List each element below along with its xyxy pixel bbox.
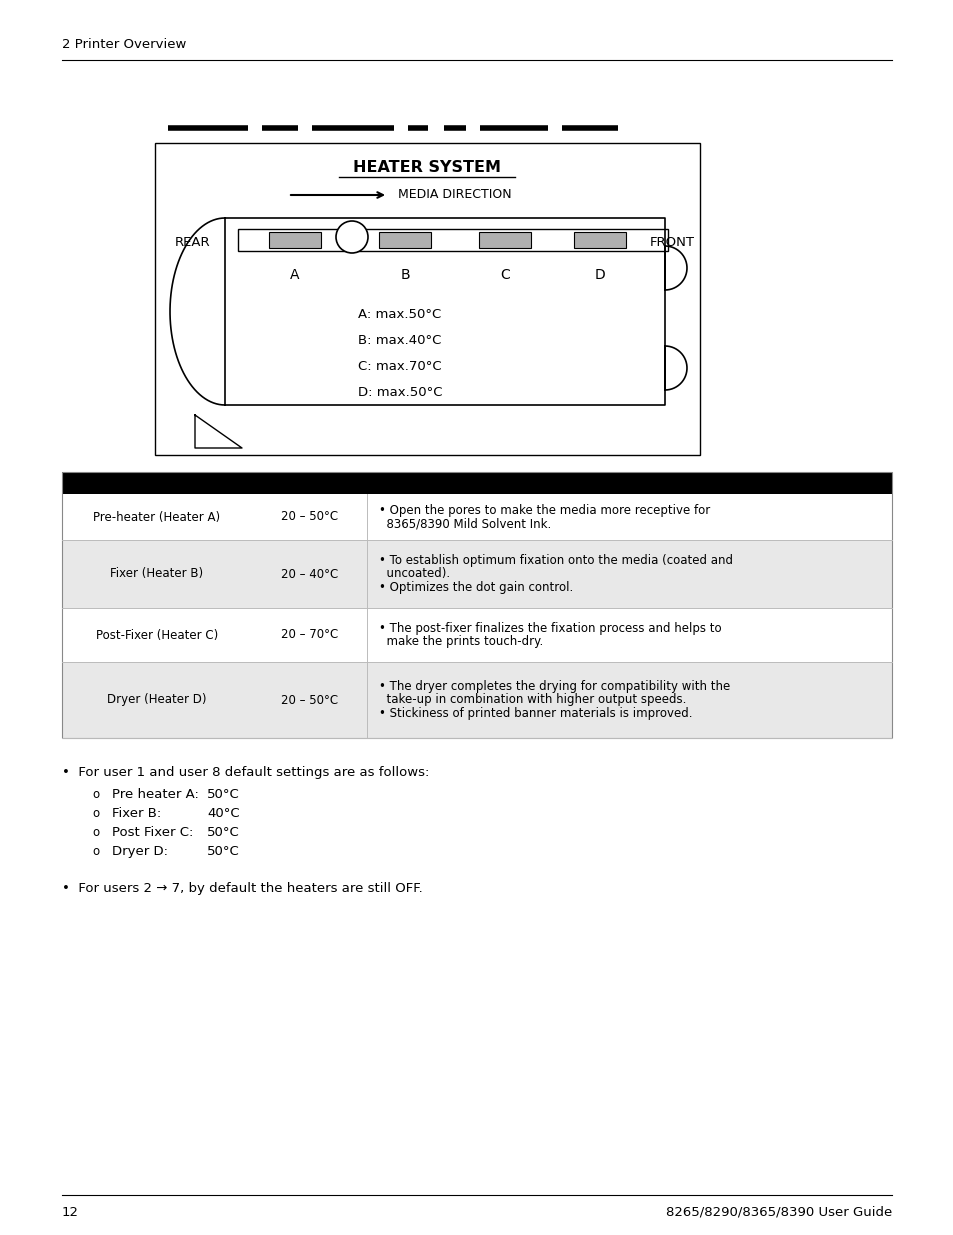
Text: 12: 12 <box>62 1205 79 1219</box>
Text: 50°C: 50°C <box>207 826 239 839</box>
Bar <box>62 540 891 608</box>
Text: uncoated).: uncoated). <box>378 568 450 580</box>
Text: 20 – 50°C: 20 – 50°C <box>280 510 337 524</box>
Text: o: o <box>91 826 99 839</box>
Text: Dryer (Heater D): Dryer (Heater D) <box>107 694 207 706</box>
Text: • Open the pores to make the media more receptive for: • Open the pores to make the media more … <box>378 504 709 516</box>
Bar <box>62 608 891 662</box>
Text: Pre-heater (Heater A): Pre-heater (Heater A) <box>93 510 220 524</box>
Text: Dryer D:: Dryer D: <box>112 845 168 858</box>
Text: o: o <box>91 845 99 858</box>
Text: o: o <box>91 806 99 820</box>
Text: • The dryer completes the drying for compatibility with the: • The dryer completes the drying for com… <box>378 680 729 693</box>
Bar <box>478 232 531 248</box>
Text: take-up in combination with higher output speeds.: take-up in combination with higher outpu… <box>378 694 685 706</box>
Text: 50°C: 50°C <box>207 845 239 858</box>
Text: FRONT: FRONT <box>649 236 695 248</box>
Text: D: D <box>594 268 605 282</box>
Circle shape <box>335 221 368 253</box>
Bar <box>378 232 431 248</box>
Text: 20 – 70°C: 20 – 70°C <box>280 629 337 641</box>
Text: •  For user 1 and user 8 default settings are as follows:: • For user 1 and user 8 default settings… <box>62 766 429 779</box>
Bar <box>62 494 891 540</box>
Text: 20 – 50°C: 20 – 50°C <box>280 694 337 706</box>
Text: Fixer B:: Fixer B: <box>112 806 161 820</box>
Text: • The post-fixer finalizes the fixation process and helps to: • The post-fixer finalizes the fixation … <box>378 621 720 635</box>
Text: HEATER SYSTEM: HEATER SYSTEM <box>354 161 501 175</box>
Text: • To establish optimum fixation onto the media (coated and: • To establish optimum fixation onto the… <box>378 555 732 567</box>
Text: •  For users 2 → 7, by default the heaters are still OFF.: • For users 2 → 7, by default the heater… <box>62 882 422 895</box>
Bar <box>62 472 891 494</box>
Text: 50°C: 50°C <box>207 788 239 802</box>
Bar <box>62 662 891 739</box>
Bar <box>269 232 320 248</box>
Bar <box>154 143 700 454</box>
Bar <box>574 232 625 248</box>
Text: 40°C: 40°C <box>207 806 239 820</box>
Text: 8265/8290/8365/8390 User Guide: 8265/8290/8365/8390 User Guide <box>665 1205 891 1219</box>
Bar <box>237 228 667 251</box>
Text: A: max.50°C: A: max.50°C <box>357 309 441 321</box>
Text: o: o <box>91 788 99 802</box>
Text: 20 – 40°C: 20 – 40°C <box>280 568 337 580</box>
Text: MEDIA DIRECTION: MEDIA DIRECTION <box>397 189 511 201</box>
Text: 8365/8390 Mild Solvent Ink.: 8365/8390 Mild Solvent Ink. <box>378 517 551 530</box>
Text: Fixer (Heater B): Fixer (Heater B) <box>111 568 203 580</box>
Text: Post Fixer C:: Post Fixer C: <box>112 826 193 839</box>
Text: C: C <box>499 268 509 282</box>
Text: make the prints touch-dry.: make the prints touch-dry. <box>378 635 542 648</box>
Text: A: A <box>290 268 299 282</box>
Text: Pre heater A:: Pre heater A: <box>112 788 198 802</box>
Text: • Optimizes the dot gain control.: • Optimizes the dot gain control. <box>378 580 573 594</box>
Text: 2 Printer Overview: 2 Printer Overview <box>62 38 186 52</box>
Text: REAR: REAR <box>174 236 211 248</box>
Text: D: max.50°C: D: max.50°C <box>357 387 442 399</box>
Text: B: B <box>399 268 410 282</box>
Text: C: max.70°C: C: max.70°C <box>357 361 441 373</box>
Text: B: max.40°C: B: max.40°C <box>357 335 441 347</box>
Bar <box>62 472 891 739</box>
Text: Post-Fixer (Heater C): Post-Fixer (Heater C) <box>95 629 218 641</box>
Text: • Stickiness of printed banner materials is improved.: • Stickiness of printed banner materials… <box>378 706 692 720</box>
